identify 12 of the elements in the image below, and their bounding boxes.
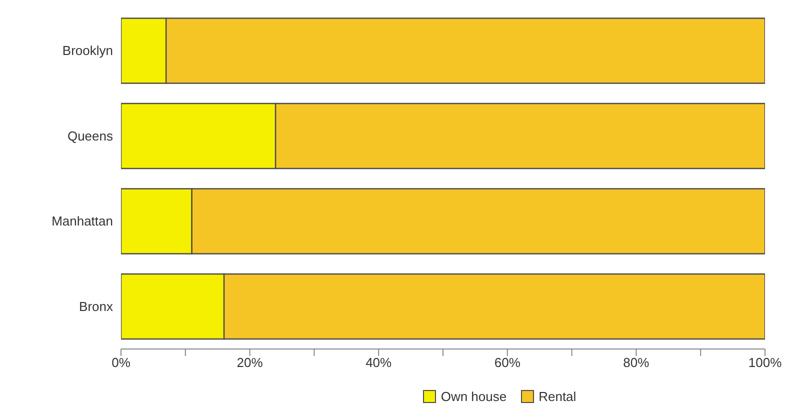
y-tick-label: Bronx <box>79 298 114 314</box>
y-tick-label: Brooklyn <box>62 43 113 58</box>
x-tick-label: 60% <box>494 355 521 370</box>
legend-label: Rental <box>538 389 576 404</box>
x-tick-label: 100% <box>748 355 782 370</box>
x-tick-label: 80% <box>623 355 650 370</box>
x-tick-label: 40% <box>366 355 392 370</box>
x-tick-label: 0% <box>112 355 131 370</box>
y-tick-label: Manhattan <box>52 214 113 229</box>
x-tick-label: 20% <box>236 355 264 370</box>
y-tick-label: Queens <box>67 128 114 144</box>
legend-label: Own house <box>440 389 507 404</box>
